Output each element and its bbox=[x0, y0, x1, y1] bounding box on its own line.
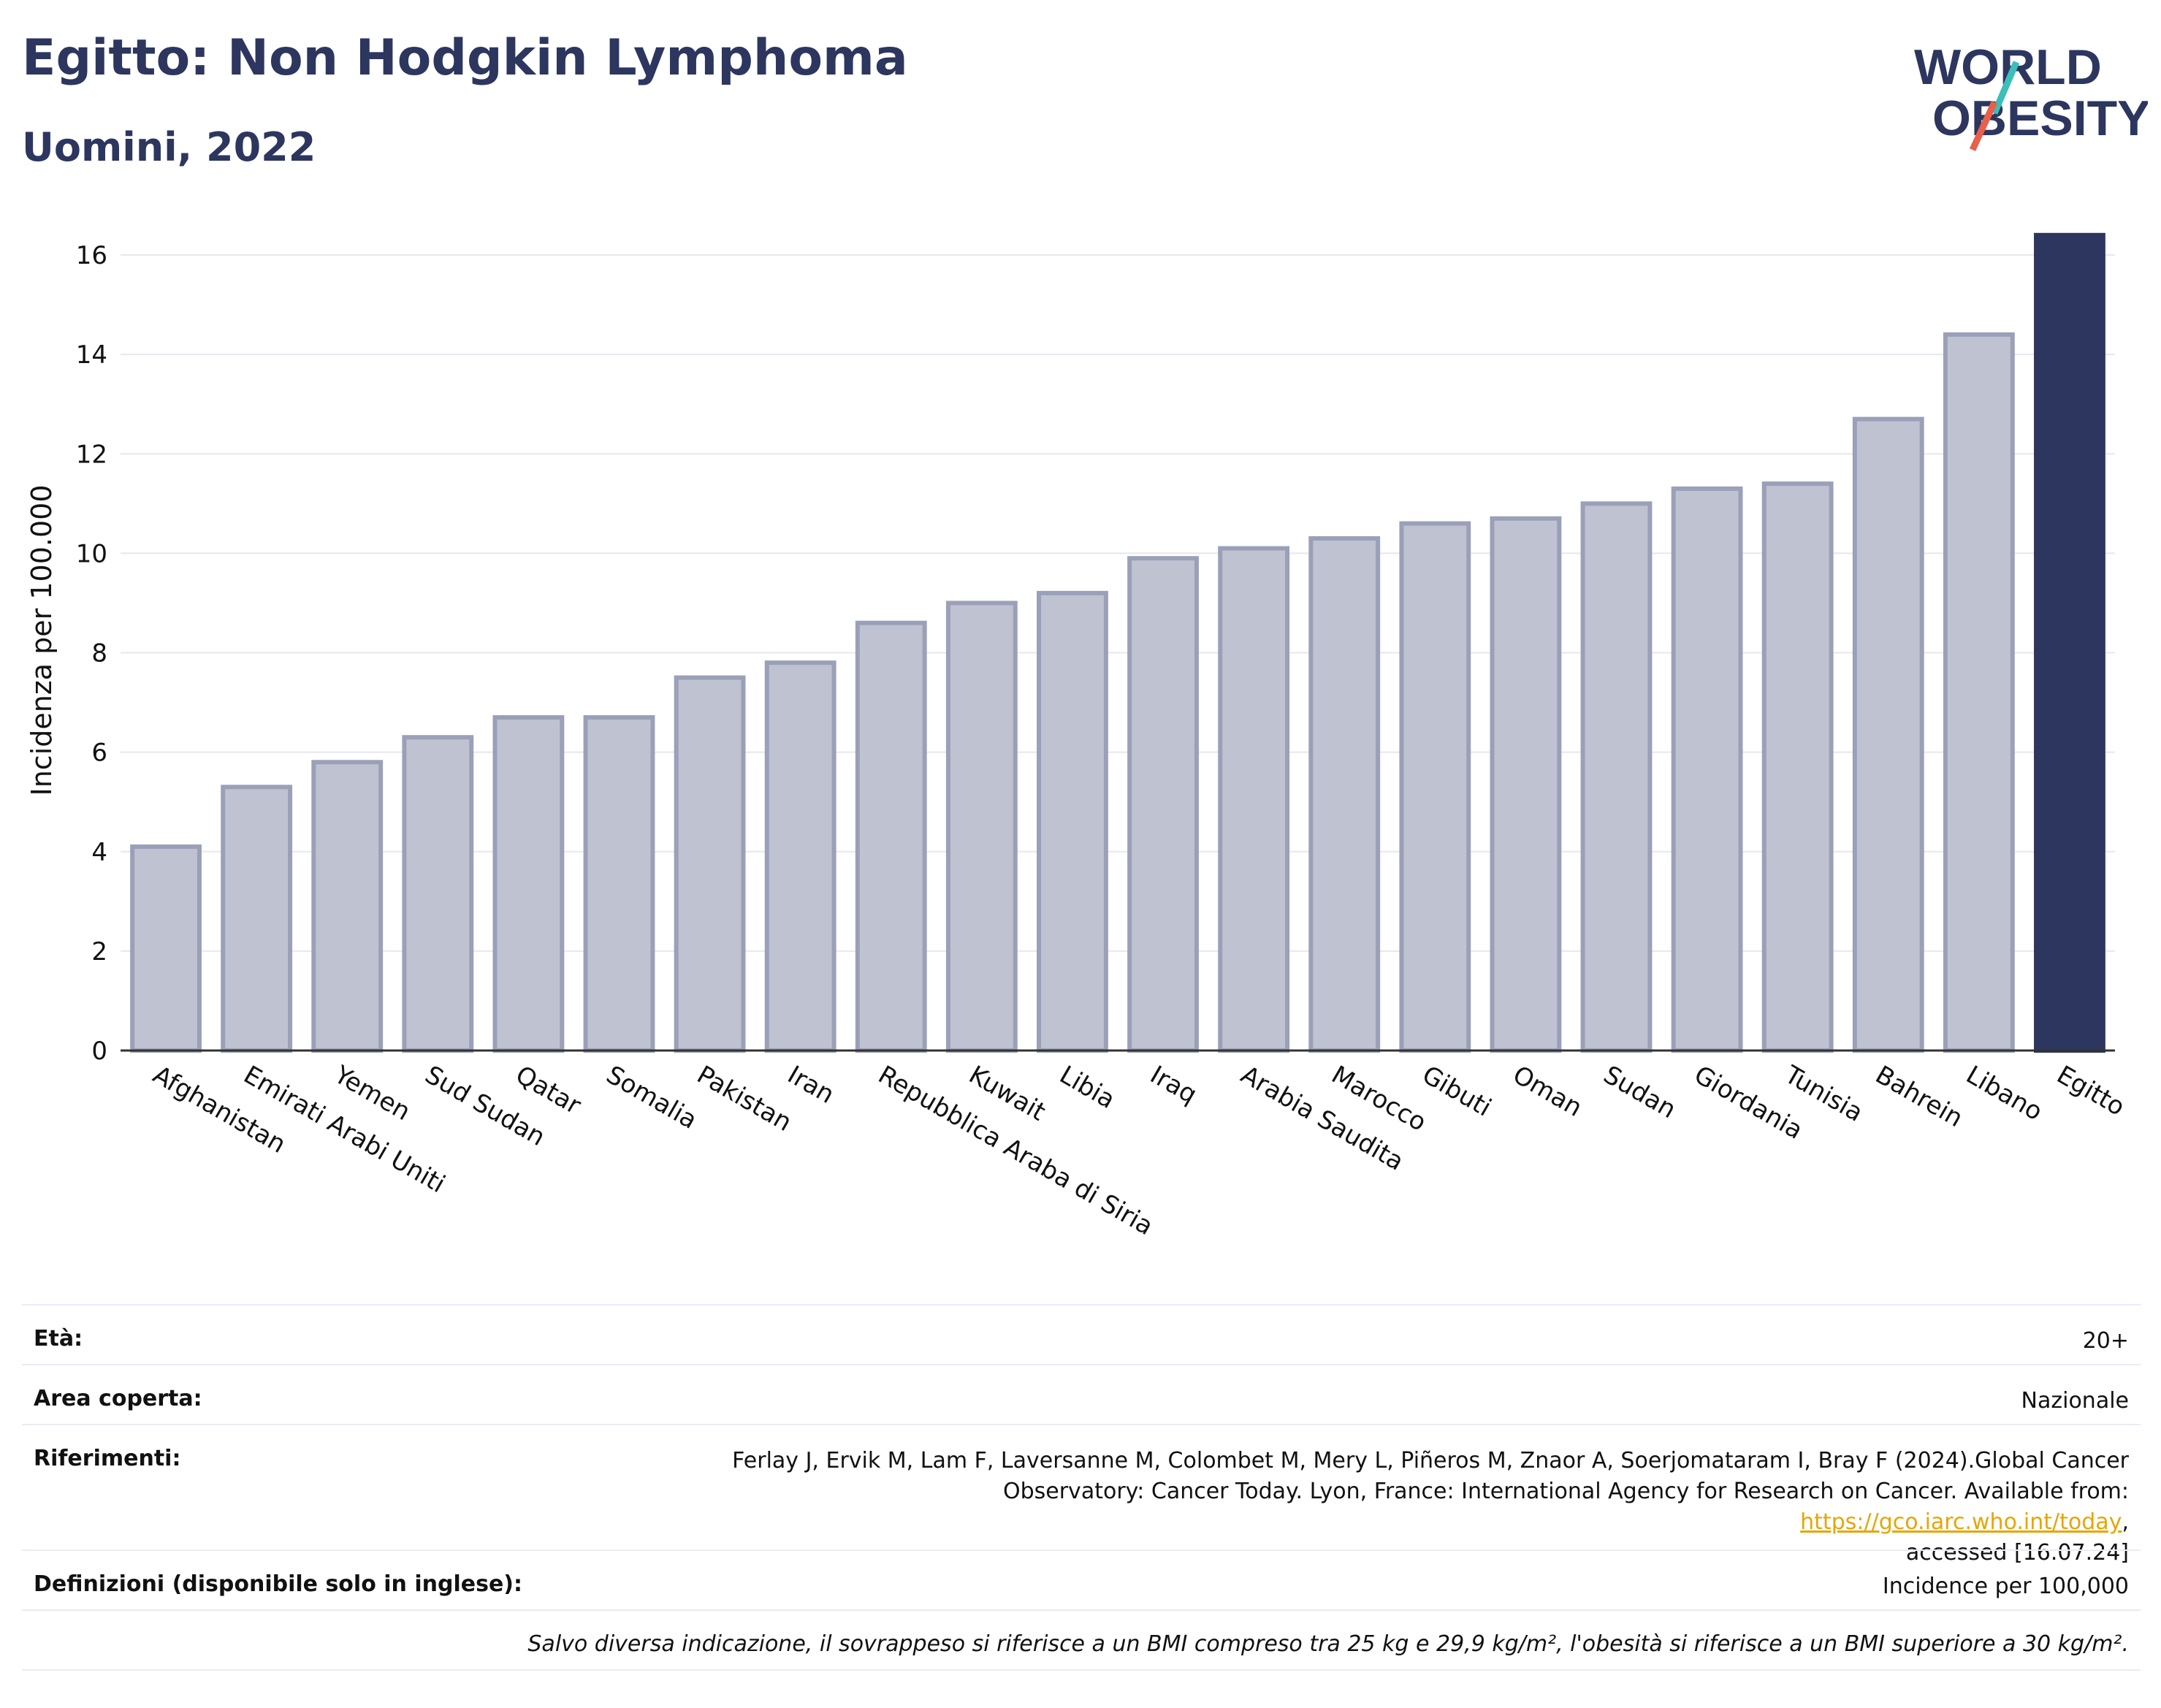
bar-sudan bbox=[1580, 501, 1653, 1053]
y-axis-label: Incidenza per 100.000 bbox=[26, 485, 58, 796]
bar-qatar bbox=[492, 714, 565, 1053]
references-link[interactable]: https://gco.iarc.who.int/today bbox=[1800, 1509, 2122, 1535]
bars bbox=[130, 232, 2105, 1053]
x-tick-label: Libia bbox=[1054, 1060, 1120, 1115]
bar-bahrein bbox=[1852, 416, 1924, 1053]
y-tick-label: 4 bbox=[91, 838, 107, 867]
bar-giordania bbox=[1671, 486, 1743, 1053]
bar-gibuti bbox=[1399, 521, 1471, 1053]
x-tick-label: Bahrein bbox=[1870, 1060, 1967, 1133]
bar-marocco bbox=[1308, 535, 1381, 1053]
bar-sud-sudan bbox=[402, 735, 474, 1053]
bar-kuwait bbox=[945, 601, 1018, 1053]
y-tick-label: 14 bbox=[76, 340, 107, 370]
area-label: Area coperta: bbox=[34, 1386, 202, 1411]
references-label: Riferimenti: bbox=[34, 1446, 181, 1471]
logo-slash-red bbox=[1969, 101, 1998, 151]
references-line-2: Observatory: Cancer Today. Lyon, France:… bbox=[1002, 1479, 2129, 1535]
x-tick-label: Egitto bbox=[2051, 1060, 2130, 1122]
obesity-note: Salvo diversa indicazione, il sovrappeso… bbox=[527, 1631, 2129, 1657]
meta-row-note: Salvo diversa indicazione, il sovrappeso… bbox=[22, 1609, 2141, 1669]
bar-tunisia bbox=[1761, 481, 1834, 1053]
bar-libano bbox=[1943, 332, 2015, 1053]
x-tick-label: Iran bbox=[782, 1060, 839, 1110]
bar-iran bbox=[764, 660, 836, 1053]
y-tick-label: 2 bbox=[91, 937, 107, 967]
area-value: Nazionale bbox=[2021, 1388, 2129, 1414]
meta-row-age: Età: 20+ bbox=[22, 1304, 2141, 1364]
bar-repubblica-araba-di-siria bbox=[855, 620, 927, 1053]
references-line-3: accessed [16.07.24] bbox=[1905, 1540, 2129, 1566]
bar-emirati-arabi-uniti bbox=[221, 785, 293, 1053]
x-tick-label: Pakistan bbox=[692, 1060, 796, 1137]
logo-text-obesity: OBESITY bbox=[1932, 91, 2148, 146]
world-obesity-logo: WORLD OBESITY bbox=[1914, 39, 2148, 151]
y-tick-label: 12 bbox=[76, 440, 107, 469]
age-label: Età: bbox=[34, 1326, 83, 1351]
chart-title: Egitto: Non Hodgkin Lymphoma bbox=[22, 29, 908, 87]
meta-row-references: Riferimenti: Ferlay J, Ervik M, Lam F, L… bbox=[22, 1424, 2141, 1566]
bar-iraq bbox=[1127, 556, 1199, 1053]
bar-yemen bbox=[311, 760, 384, 1053]
y-tick-label: 10 bbox=[76, 539, 107, 568]
y-axis-ticks: 0 2 4 6 8 10 12 14 16 bbox=[76, 241, 107, 1066]
y-tick-label: 0 bbox=[91, 1037, 107, 1066]
bar-libia bbox=[1037, 590, 1108, 1053]
x-tick-label: Somalia bbox=[601, 1060, 702, 1135]
x-tick-label: Iraq bbox=[1146, 1060, 1203, 1110]
references-value: Ferlay J, Ervik M, Lam F, Laversanne M, … bbox=[668, 1446, 2129, 1568]
age-value: 20+ bbox=[2082, 1328, 2129, 1354]
y-tick-label: 16 bbox=[76, 241, 107, 270]
x-tick-label: Arabia Saudita bbox=[1236, 1060, 1409, 1177]
x-tick-label: Oman bbox=[1508, 1060, 1588, 1123]
x-tick-label: Sudan bbox=[1598, 1060, 1681, 1124]
bar-arabia-saudita bbox=[1218, 546, 1290, 1053]
references-line-1: Ferlay J, Ervik M, Lam F, Laversanne M, … bbox=[732, 1448, 2129, 1473]
definitions-value: Incidence per 100,000 bbox=[1882, 1574, 2129, 1599]
bar-egitto bbox=[2034, 232, 2105, 1053]
y-tick-label: 8 bbox=[91, 639, 107, 668]
chart-subtitle: Uomini, 2022 bbox=[22, 124, 316, 170]
meta-row-definitions: Definizioni (disponibile solo in inglese… bbox=[22, 1549, 2141, 1609]
meta-bottom-divider bbox=[22, 1669, 2141, 1671]
bar-pakistan bbox=[674, 675, 746, 1053]
bar-somalia bbox=[583, 714, 655, 1053]
meta-row-area: Area coperta: Nazionale bbox=[22, 1364, 2141, 1424]
x-tick-label: Libano bbox=[1961, 1060, 2047, 1126]
definitions-label: Definizioni (disponibile solo in inglese… bbox=[34, 1571, 522, 1597]
y-tick-label: 6 bbox=[91, 739, 107, 768]
bar-afghanistan bbox=[130, 844, 202, 1053]
logo-slash-teal bbox=[1991, 61, 2020, 115]
bar-oman bbox=[1490, 516, 1562, 1053]
